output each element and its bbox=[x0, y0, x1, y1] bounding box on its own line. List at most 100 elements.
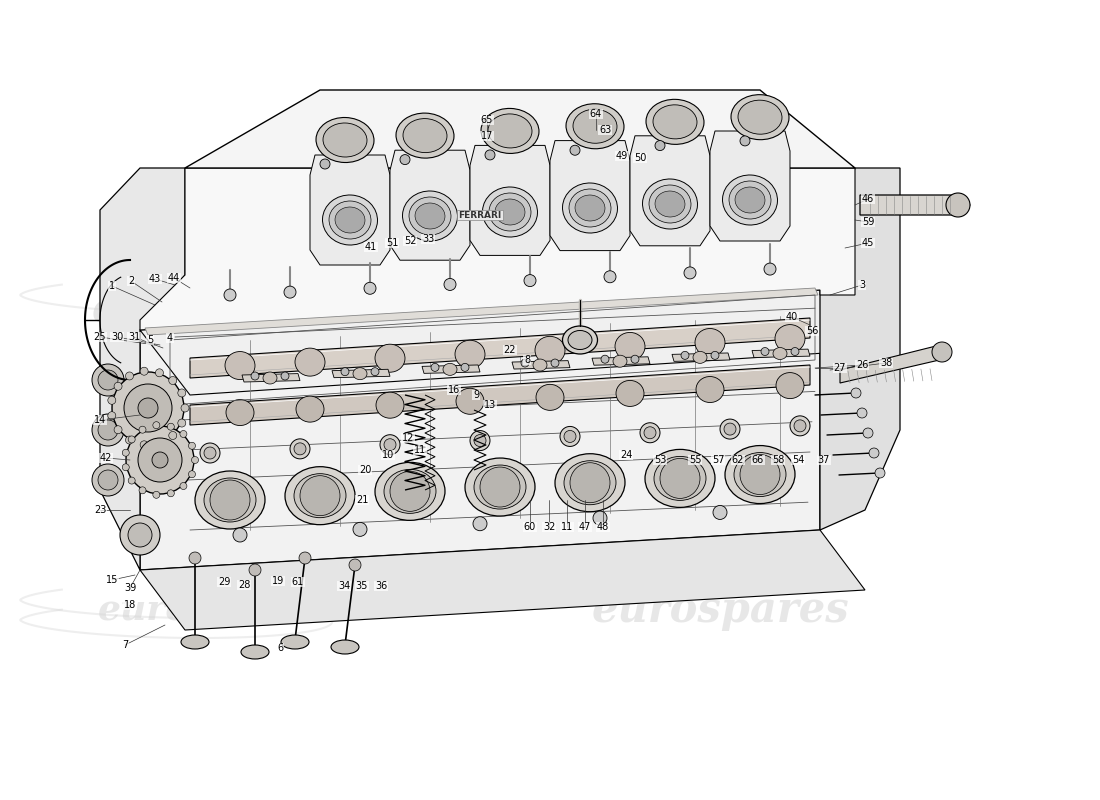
Ellipse shape bbox=[295, 348, 324, 376]
Ellipse shape bbox=[613, 355, 627, 367]
Circle shape bbox=[178, 419, 186, 427]
Circle shape bbox=[200, 443, 220, 463]
Circle shape bbox=[349, 559, 361, 571]
Text: 13: 13 bbox=[484, 400, 496, 410]
Text: 63: 63 bbox=[598, 125, 612, 135]
Circle shape bbox=[681, 351, 689, 359]
Circle shape bbox=[204, 447, 216, 459]
Ellipse shape bbox=[575, 195, 605, 221]
Circle shape bbox=[140, 367, 148, 375]
Ellipse shape bbox=[296, 396, 324, 422]
Circle shape bbox=[631, 355, 639, 363]
Circle shape bbox=[128, 523, 152, 547]
Circle shape bbox=[138, 398, 158, 418]
Circle shape bbox=[724, 423, 736, 435]
Circle shape bbox=[431, 363, 439, 371]
Text: 52: 52 bbox=[404, 236, 416, 246]
Ellipse shape bbox=[409, 197, 451, 235]
Polygon shape bbox=[820, 168, 900, 530]
Text: 59: 59 bbox=[861, 217, 875, 227]
Ellipse shape bbox=[642, 179, 697, 229]
Polygon shape bbox=[140, 168, 855, 330]
Circle shape bbox=[654, 141, 666, 150]
Circle shape bbox=[122, 450, 130, 456]
Text: 17: 17 bbox=[481, 131, 493, 141]
Text: 49: 49 bbox=[616, 151, 628, 161]
Ellipse shape bbox=[536, 384, 564, 410]
Polygon shape bbox=[332, 370, 390, 378]
Ellipse shape bbox=[241, 645, 270, 659]
Ellipse shape bbox=[456, 388, 484, 414]
Text: 42: 42 bbox=[100, 453, 112, 463]
Ellipse shape bbox=[329, 201, 371, 239]
Ellipse shape bbox=[483, 187, 538, 237]
Ellipse shape bbox=[695, 329, 725, 357]
Text: 30: 30 bbox=[111, 332, 123, 342]
Text: 8: 8 bbox=[524, 355, 530, 365]
Circle shape bbox=[570, 146, 580, 155]
Circle shape bbox=[640, 422, 660, 442]
Text: 12: 12 bbox=[402, 433, 415, 443]
Text: 48: 48 bbox=[597, 522, 609, 532]
Circle shape bbox=[153, 422, 159, 429]
Ellipse shape bbox=[556, 454, 625, 512]
Ellipse shape bbox=[226, 351, 255, 379]
Circle shape bbox=[564, 430, 576, 442]
Ellipse shape bbox=[725, 446, 795, 503]
Ellipse shape bbox=[403, 191, 458, 241]
Ellipse shape bbox=[654, 191, 685, 217]
Ellipse shape bbox=[182, 635, 209, 649]
Text: 9: 9 bbox=[473, 390, 480, 400]
Text: 15: 15 bbox=[106, 575, 118, 585]
Ellipse shape bbox=[403, 118, 447, 153]
Text: 45: 45 bbox=[861, 238, 875, 248]
Circle shape bbox=[474, 434, 486, 446]
Circle shape bbox=[864, 428, 873, 438]
Text: eurospares: eurospares bbox=[98, 593, 322, 627]
Ellipse shape bbox=[336, 207, 365, 233]
Circle shape bbox=[180, 430, 187, 438]
Ellipse shape bbox=[322, 195, 377, 245]
Circle shape bbox=[188, 442, 196, 450]
Text: 35: 35 bbox=[355, 581, 368, 591]
Circle shape bbox=[560, 426, 580, 446]
Ellipse shape bbox=[773, 347, 786, 359]
Circle shape bbox=[869, 448, 879, 458]
Circle shape bbox=[98, 370, 118, 390]
Circle shape bbox=[400, 154, 410, 165]
Circle shape bbox=[180, 482, 187, 490]
Circle shape bbox=[790, 416, 810, 436]
Circle shape bbox=[125, 436, 133, 444]
Ellipse shape bbox=[616, 381, 644, 406]
Ellipse shape bbox=[653, 105, 697, 139]
Ellipse shape bbox=[646, 99, 704, 144]
Ellipse shape bbox=[732, 94, 789, 140]
Circle shape bbox=[139, 426, 146, 433]
Circle shape bbox=[108, 412, 115, 420]
Text: 43: 43 bbox=[148, 274, 161, 284]
Circle shape bbox=[120, 515, 160, 555]
Ellipse shape bbox=[263, 372, 277, 384]
Ellipse shape bbox=[195, 471, 265, 529]
Text: 27: 27 bbox=[834, 363, 846, 373]
Circle shape bbox=[224, 289, 236, 301]
Text: 46: 46 bbox=[862, 194, 874, 204]
Ellipse shape bbox=[331, 640, 359, 654]
Circle shape bbox=[604, 270, 616, 282]
Text: 2: 2 bbox=[128, 276, 134, 286]
Circle shape bbox=[461, 363, 469, 371]
Circle shape bbox=[182, 404, 189, 412]
Circle shape bbox=[153, 491, 159, 498]
Polygon shape bbox=[752, 349, 810, 358]
Circle shape bbox=[210, 480, 250, 520]
Circle shape bbox=[521, 359, 529, 367]
Circle shape bbox=[167, 490, 174, 497]
Text: 26: 26 bbox=[856, 360, 868, 370]
Polygon shape bbox=[512, 361, 570, 369]
Circle shape bbox=[384, 438, 396, 450]
Text: 14: 14 bbox=[94, 415, 106, 425]
Circle shape bbox=[140, 441, 148, 449]
Ellipse shape bbox=[649, 185, 691, 223]
Circle shape bbox=[126, 426, 194, 494]
Polygon shape bbox=[140, 530, 865, 630]
